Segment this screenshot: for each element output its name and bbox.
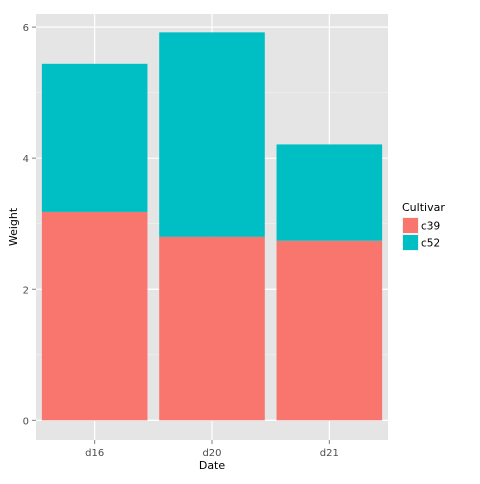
x-axis-title: Date xyxy=(199,459,226,472)
y-tick-label: 6 xyxy=(23,23,29,34)
y-tick-label: 2 xyxy=(23,285,29,296)
bar-d20-c52 xyxy=(159,32,265,237)
legend-key-c39 xyxy=(403,218,418,233)
x-axis: d16 d20 d21 xyxy=(85,440,339,459)
bar-d21-c52 xyxy=(276,144,383,241)
bar-d16-c52 xyxy=(41,63,148,212)
x-tick-label-d16: d16 xyxy=(85,448,104,459)
y-axis-title: Weight xyxy=(7,207,20,246)
legend-label-c52: c52 xyxy=(421,238,440,250)
bar-d16-c39 xyxy=(41,211,148,421)
legend: Cultivar c39 c52 xyxy=(402,201,445,251)
x-tick-label-d21: d21 xyxy=(320,448,339,459)
y-axis: 0 2 4 6 xyxy=(23,23,36,427)
bars xyxy=(41,32,383,421)
legend-key-c52 xyxy=(403,235,418,250)
y-tick-label: 0 xyxy=(23,416,29,427)
y-tick-label: 4 xyxy=(23,154,29,165)
x-tick-label-d20: d20 xyxy=(202,448,221,459)
legend-title: Cultivar xyxy=(402,201,445,214)
bar-d20-c39 xyxy=(159,236,265,421)
bar-d21-c39 xyxy=(276,240,383,421)
legend-label-c39: c39 xyxy=(421,221,440,233)
